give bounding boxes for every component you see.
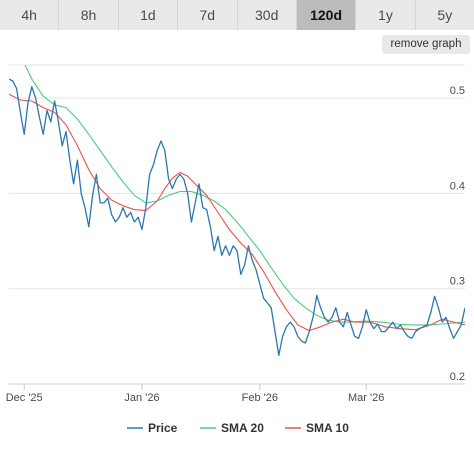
grid <box>9 65 465 390</box>
series-line-sma-10 <box>9 94 465 330</box>
series-line-sma-20 <box>9 31 465 325</box>
legend-label-sma-20[interactable]: SMA 20 <box>221 421 264 435</box>
x-tick-label: Jan '26 <box>124 392 159 404</box>
y-tick-label: 0.5 <box>450 85 465 97</box>
legend-label-price[interactable]: Price <box>148 421 178 435</box>
x-tick-label: Dec '25 <box>6 392 43 404</box>
y-tick-label: 0.3 <box>450 276 465 288</box>
axis-labels: 0.2 0.3 0.4 0.5 Dec '25 Jan '26 Feb '26 Mar '26 <box>6 85 465 404</box>
legend-label-sma-10[interactable]: SMA 10 <box>306 421 349 435</box>
y-tick-label: 0.2 <box>450 371 465 383</box>
y-tick-label: 0.4 <box>450 180 465 192</box>
series-line-price <box>9 79 465 355</box>
x-tick-label: Feb '26 <box>242 392 278 404</box>
x-tick-label: Mar '26 <box>348 392 384 404</box>
legend: Price SMA 20 SMA 10 <box>127 421 349 435</box>
